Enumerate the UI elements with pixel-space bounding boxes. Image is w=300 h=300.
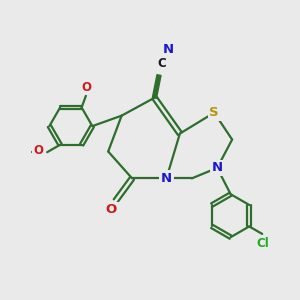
- Text: O: O: [106, 203, 117, 216]
- Text: N: N: [212, 161, 223, 174]
- Text: N: N: [161, 172, 172, 185]
- Text: C: C: [158, 57, 166, 70]
- Text: Cl: Cl: [256, 237, 269, 250]
- Text: O: O: [34, 144, 44, 157]
- Text: O: O: [82, 81, 92, 94]
- Text: S: S: [209, 106, 219, 119]
- Text: N: N: [162, 44, 173, 56]
